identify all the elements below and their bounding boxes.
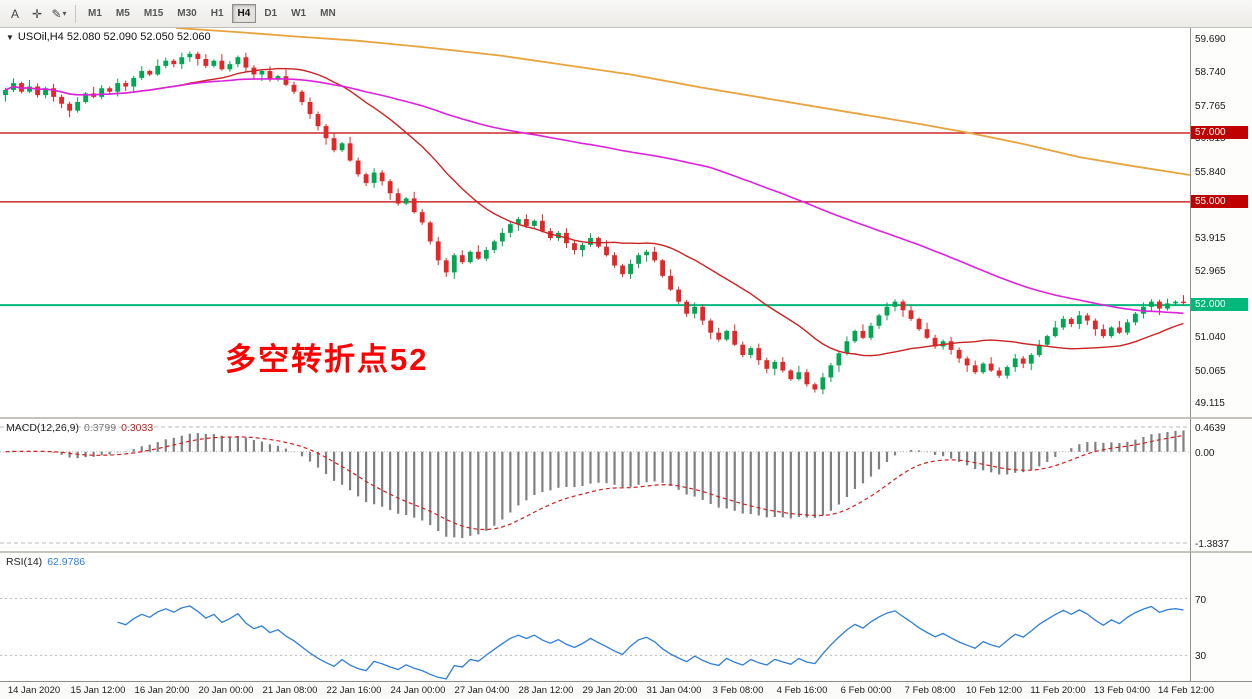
indicator-axis-tick: 70 xyxy=(1195,594,1207,606)
time-label: 27 Jan 04:00 xyxy=(454,685,510,696)
indicator-axis-tick: 30 xyxy=(1195,651,1207,663)
time-label: 15 Jan 12:00 xyxy=(70,685,126,696)
time-label: 3 Feb 08:00 xyxy=(712,685,764,696)
candlestick-chart-canvas[interactable] xyxy=(0,28,1190,417)
indicator-axis-tick: 0.00 xyxy=(1195,447,1215,459)
toolbar-separator xyxy=(75,4,76,23)
timeframe-w1-button[interactable]: W1 xyxy=(285,4,312,23)
price-line-label: 52.000 xyxy=(1191,298,1248,312)
time-label: 10 Feb 12:00 xyxy=(966,685,1022,696)
rsi-axis[interactable]: 70 30 xyxy=(1190,551,1252,681)
price-tick: 51.040 xyxy=(1195,332,1226,344)
indicator-axis-tick: -1.3837 xyxy=(1195,539,1229,550)
rsi-pane: RSI(14) 62.9786 xyxy=(0,551,1190,681)
chart-title-row: ▼ USOil,H4 52.080 52.090 52.050 52.060 xyxy=(6,31,211,43)
rsi-chart-canvas[interactable] xyxy=(0,553,1190,681)
timeframe-m30-button[interactable]: M30 xyxy=(171,4,202,23)
chevron-down-icon: ▾ xyxy=(62,9,67,18)
time-label: 6 Feb 00:00 xyxy=(840,685,892,696)
macd-pane: MACD(12,26,9) 0.3799 0.3033 xyxy=(0,417,1190,551)
time-label: 16 Jan 20:00 xyxy=(134,685,190,696)
indicator-axis-tick: 0.4639 xyxy=(1195,423,1226,434)
toolbar: A ✛ ✎ ▾ M1 M5 M15 M30 H1 H4 D1 W1 MN xyxy=(0,0,1252,28)
price-line-label: 55.000 xyxy=(1191,194,1248,208)
time-label: 11 Feb 20:00 xyxy=(1030,685,1086,696)
price-tick: 53.915 xyxy=(1195,233,1226,245)
macd-label: MACD(12,26,9) xyxy=(6,422,79,434)
time-label: 31 Jan 04:00 xyxy=(646,685,702,696)
time-label: 4 Feb 16:00 xyxy=(776,685,828,696)
main-chart-pane: ▼ USOil,H4 52.080 52.090 52.050 52.060 多… xyxy=(0,28,1190,417)
price-tick: 50.065 xyxy=(1195,365,1226,377)
macd-axis[interactable]: 0.4639 0.00 -1.3837 xyxy=(1190,417,1252,551)
price-axis[interactable]: 59.69058.74057.76556.81555.84054.89053.9… xyxy=(1190,28,1252,417)
crosshair-icon: ✛ xyxy=(31,6,43,21)
price-tick: 58.740 xyxy=(1195,67,1226,79)
price-tick: 57.765 xyxy=(1195,100,1226,112)
macd-main-value: 0.3799 xyxy=(83,422,117,434)
macd-header: MACD(12,26,9) 0.3799 0.3033 xyxy=(6,422,153,434)
text-tool-icon: A xyxy=(10,6,19,21)
collapse-arrow-icon[interactable]: ▼ xyxy=(6,32,14,42)
price-tick: 59.690 xyxy=(1195,34,1226,46)
macd-chart-canvas[interactable] xyxy=(0,419,1190,551)
rsi-label: RSI(14) xyxy=(6,556,43,568)
time-label: 24 Jan 00:00 xyxy=(390,685,446,696)
text-tool-button[interactable]: A xyxy=(4,4,26,24)
timeframe-m5-button[interactable]: M5 xyxy=(110,4,136,23)
timeframe-h4-button[interactable]: H4 xyxy=(231,4,257,23)
macd-signal-value: 0.3033 xyxy=(121,422,154,434)
time-label: 14 Feb 12:00 xyxy=(1158,685,1214,696)
timeframe-mn-button[interactable]: MN xyxy=(314,4,342,23)
price-tick: 52.965 xyxy=(1195,265,1226,277)
time-label: 29 Jan 20:00 xyxy=(582,685,638,696)
chart-title: USOil,H4 52.080 52.090 52.050 52.060 xyxy=(17,31,211,43)
time-label: 7 Feb 08:00 xyxy=(904,685,956,696)
crosshair-tool-button[interactable]: ✛ xyxy=(26,4,48,24)
price-tick: 49.115 xyxy=(1195,398,1225,410)
time-label: 22 Jan 16:00 xyxy=(326,685,382,696)
timeframe-m15-button[interactable]: M15 xyxy=(138,4,169,23)
time-label: 20 Jan 00:00 xyxy=(198,685,254,696)
time-label: 21 Jan 08:00 xyxy=(262,685,318,696)
price-line-label: 57.000 xyxy=(1191,125,1248,139)
pencil-icon: ✎ xyxy=(51,6,62,21)
timeframe-m1-button[interactable]: M1 xyxy=(82,4,108,23)
chart-text-annotation[interactable]: 多空转折点52 xyxy=(225,342,429,377)
time-label: 14 Jan 2020 xyxy=(7,685,61,696)
time-label: 28 Jan 12:00 xyxy=(518,685,574,696)
time-axis[interactable]: 14 Jan 2020 15 Jan 12:00 16 Jan 20:00 20 Ja… xyxy=(0,681,1252,699)
draw-tools-dropdown-button[interactable]: ✎ ▾ xyxy=(48,4,70,24)
rsi-header: RSI(14) 62.9786 xyxy=(6,556,85,568)
timeframe-h1-button[interactable]: H1 xyxy=(205,4,230,23)
time-label: 13 Feb 04:00 xyxy=(1094,685,1150,696)
timeframe-d1-button[interactable]: D1 xyxy=(258,4,283,23)
rsi-value: 62.9786 xyxy=(47,556,86,568)
price-tick: 55.840 xyxy=(1195,166,1226,178)
